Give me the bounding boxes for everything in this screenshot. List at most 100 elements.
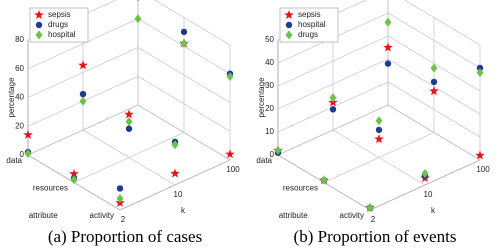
chart-panel: 0 10 20 30 40 50 data resources activity 2 10 100 pe… [256, 0, 490, 246]
z-tick-label: 20 [15, 121, 24, 130]
marker-star [34, 10, 44, 19]
marker-diamond [171, 140, 179, 150]
marker-circle [285, 21, 293, 29]
marker-diamond [180, 38, 188, 48]
marker-diamond [320, 175, 328, 185]
y-tick-label: 10 [424, 190, 433, 199]
x-tick-label: resources [283, 184, 318, 193]
chart-panel: 0 20 40 60 80 data resources activity 2 10 100 perc… [6, 0, 240, 246]
marker-circle [116, 185, 124, 192]
grid-line [137, 47, 231, 103]
marker-circle [384, 60, 392, 67]
legend-label: sepsis [48, 10, 71, 19]
y-tick-label: 2 [371, 215, 376, 224]
marker-star [23, 129, 33, 139]
caption: (a) Proportion of cases [48, 227, 202, 246]
grid-line [137, 104, 231, 161]
marker-circle [180, 28, 188, 36]
z-tick-label: 40 [15, 93, 24, 102]
grid-line [387, 81, 481, 138]
marker-star [284, 10, 294, 19]
marker-circle [35, 21, 43, 29]
marker-diamond [134, 14, 142, 24]
z-tick-label: 0 [270, 150, 275, 159]
marker-diamond [421, 169, 429, 178]
marker-diamond [329, 93, 337, 103]
grid-line [387, 104, 481, 161]
marker-circle [125, 125, 133, 132]
marker-diamond [24, 149, 32, 159]
x-tick-label: activity [90, 211, 114, 220]
marker-diamond [274, 145, 282, 155]
marker-star [69, 168, 79, 178]
marker-diamond [375, 116, 383, 126]
marker-diamond [476, 68, 484, 78]
legend-label: hospital [298, 20, 326, 29]
grid-line [332, 129, 426, 186]
y-tick-label: 100 [476, 165, 490, 174]
marker-diamond [226, 72, 234, 82]
z-tick-label: 40 [265, 58, 274, 67]
y-tick-label: 10 [174, 190, 183, 199]
z-tick-label: 20 [265, 104, 274, 113]
z-tick-label: 30 [265, 81, 274, 90]
grid-line [277, 35, 389, 87]
marker-circle [79, 90, 87, 98]
grid-line [387, 35, 481, 92]
grid-line [277, 104, 389, 156]
z-tick-label: 10 [265, 127, 274, 136]
x-axis-label: attribute [279, 211, 308, 220]
grid-line [27, 104, 139, 156]
marker-star [124, 109, 134, 119]
x-tick-label: data [256, 156, 272, 165]
y-tick-label: 2 [121, 215, 126, 224]
grid-line [154, 0, 231, 46]
caption: (b) Proportion of events [294, 227, 457, 246]
y-axis-label: k [431, 206, 436, 215]
x-tick-label: activity [340, 211, 364, 220]
marker-diamond [116, 194, 124, 203]
legend-label: sepsis [298, 10, 321, 19]
grid-line [27, 47, 139, 98]
marker-diamond [79, 96, 87, 106]
marker-diamond [430, 63, 438, 73]
marker-diamond [366, 203, 374, 213]
marker-star [78, 60, 88, 70]
z-tick-label: 0 [20, 150, 25, 159]
marker-diamond [70, 175, 78, 185]
z-axis-label: percentage [257, 77, 266, 118]
marker-circle [329, 106, 337, 113]
marker-circle [476, 64, 484, 72]
y-tick-label: 100 [226, 165, 240, 174]
x-axis-label: attribute [29, 211, 58, 220]
grid-line [27, 18, 139, 70]
grid-line [387, 12, 481, 69]
legend-label: hospital [48, 30, 76, 39]
marker-diamond [285, 30, 293, 40]
z-tick-label: 60 [15, 64, 24, 73]
z-axis-label: percentage [7, 77, 16, 118]
marker-diamond [35, 30, 43, 40]
grid-line [82, 129, 176, 186]
y-axis-label: k [181, 206, 186, 215]
marker-star [383, 42, 393, 52]
x-tick-label: data [6, 156, 22, 165]
legend-label: drugs [298, 30, 318, 39]
marker-circle [375, 126, 383, 134]
marker-star [475, 150, 485, 160]
marker-star [170, 168, 180, 178]
marker-star [225, 149, 235, 159]
grid-line [277, 58, 389, 110]
z-tick-label: 80 [15, 35, 24, 44]
grid-line [404, 0, 481, 46]
grid-line [137, 75, 231, 132]
legend-label: drugs [48, 20, 68, 29]
z-tick-label: 50 [265, 35, 274, 44]
marker-diamond [125, 117, 133, 127]
x-tick-label: resources [33, 184, 68, 193]
marker-star [374, 134, 384, 144]
marker-circle [430, 78, 438, 86]
marker-star [429, 86, 439, 96]
marker-diamond [384, 17, 392, 27]
